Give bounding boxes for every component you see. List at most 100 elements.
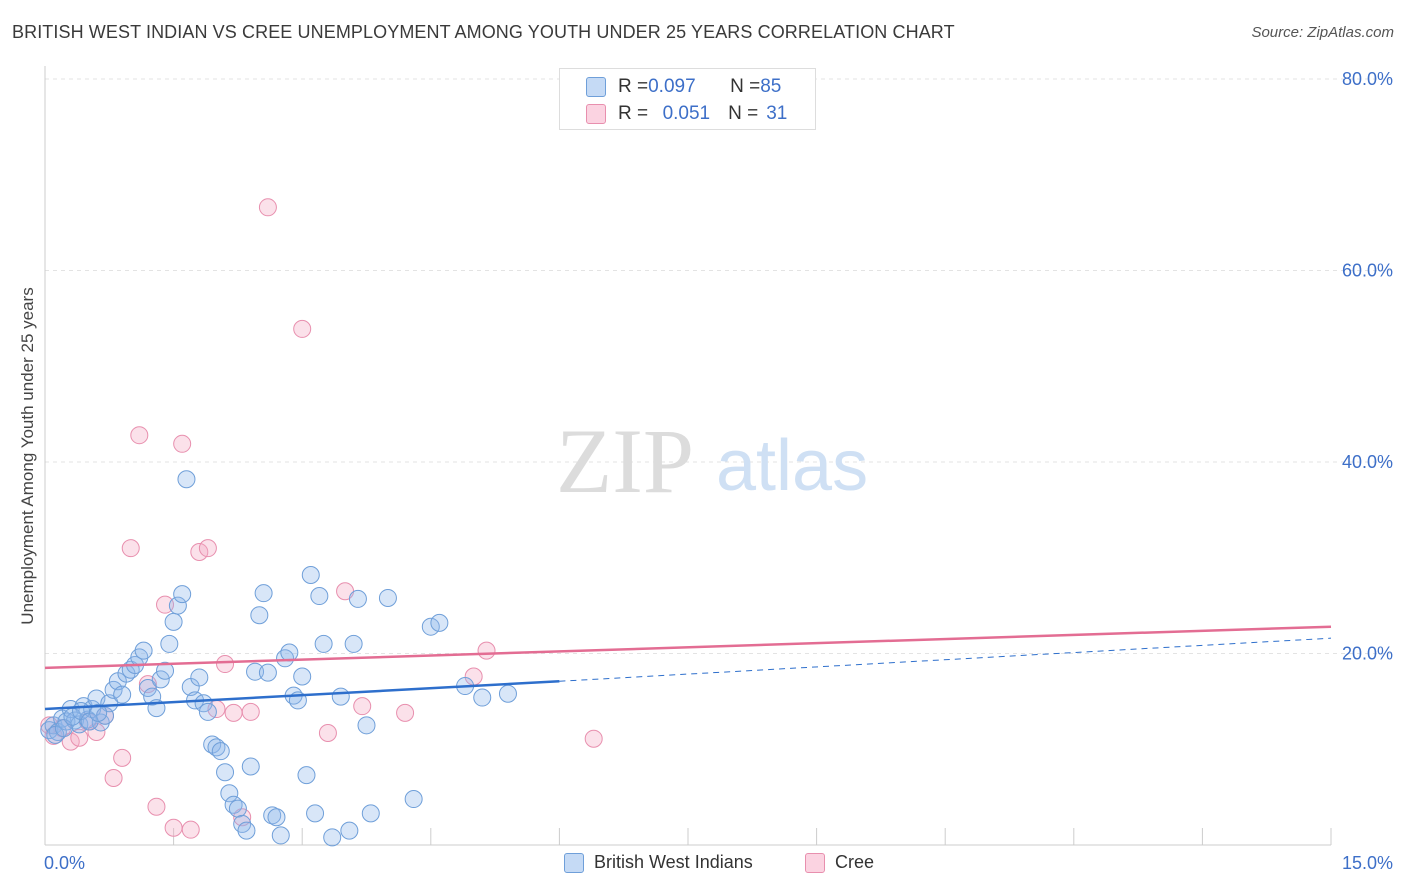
- watermark: ZIP atlas: [556, 410, 868, 512]
- british-west-indians-point: [340, 821, 359, 840]
- grid-lines: [45, 78, 1392, 654]
- british-west-indians-point: [323, 828, 342, 847]
- british-west-indians-point: [280, 643, 299, 662]
- legend-item-cree[interactable]: Cree: [805, 852, 874, 873]
- british-west-indians-point: [216, 763, 235, 782]
- british-west-indians-point: [293, 667, 312, 686]
- y-tick-label: 60.0%: [1342, 261, 1393, 281]
- legend-item-british-west-indians[interactable]: British West Indians: [564, 852, 753, 873]
- x-tick-label: 0.0%: [44, 853, 85, 873]
- british-west-indians-point: [421, 617, 440, 636]
- cree-point: [233, 808, 252, 827]
- british-west-indians-point: [70, 715, 89, 734]
- cree-point: [241, 702, 260, 721]
- legend-row-pink: R = 0.051 N = 31: [586, 102, 787, 126]
- x-tick-label: 15.0%: [1342, 853, 1393, 873]
- british-west-indians-point: [143, 687, 162, 706]
- blue-trend-extension: [559, 637, 1332, 682]
- british-west-indians-point: [361, 804, 380, 823]
- cree-point: [104, 768, 123, 787]
- cree-point: [477, 641, 496, 660]
- n-label: N =: [730, 76, 761, 97]
- cree-point: [198, 539, 217, 558]
- legend-swatch-blue: [564, 852, 584, 873]
- cree-point: [396, 703, 415, 722]
- british-west-indians-point: [357, 716, 376, 735]
- r-value: 0.051: [662, 103, 711, 124]
- n-label: N =: [728, 103, 759, 124]
- pink-trend-line: [44, 625, 1332, 670]
- r-value: 0.097: [648, 76, 696, 97]
- legend-swatch-pink: [586, 104, 606, 124]
- n-value: 85: [760, 76, 782, 97]
- cree-point: [70, 728, 89, 747]
- cree-point: [181, 820, 200, 839]
- cree-point: [190, 543, 209, 562]
- cree-point: [147, 797, 166, 816]
- british-west-indians-point: [168, 596, 187, 615]
- axes: [44, 66, 1332, 846]
- chart-title: BRITISH WEST INDIAN VS CREE UNEMPLOYMENT…: [12, 22, 955, 42]
- british-west-indians-point: [404, 790, 423, 809]
- british-west-indians-point: [177, 470, 196, 489]
- british-west-indians-point: [314, 634, 333, 653]
- cree-points: [40, 198, 603, 839]
- british-west-indians-point: [160, 634, 179, 653]
- british-west-indians-point: [151, 670, 170, 689]
- legend-row-blue: R = 0.097 N = 85: [586, 75, 781, 99]
- british-west-indians-point: [220, 784, 239, 803]
- british-west-indians-point: [271, 826, 290, 845]
- british-west-indians-point: [173, 585, 192, 604]
- blue-trend-line: [44, 680, 560, 711]
- british-west-indians-point: [190, 668, 209, 687]
- british-west-indians-point: [246, 662, 265, 681]
- y-tick-label: 80.0%: [1342, 69, 1393, 89]
- cree-point: [584, 729, 603, 748]
- british-west-indians-point: [378, 588, 397, 607]
- n-value: 31: [766, 103, 788, 124]
- british-west-indians-point: [306, 804, 325, 823]
- british-west-indians-point: [297, 766, 316, 785]
- r-label: R =: [618, 76, 649, 97]
- british-west-indians-point: [164, 612, 183, 631]
- british-west-indians-point: [473, 688, 492, 707]
- british-west-indians-point: [254, 584, 273, 603]
- y-tick-label: 40.0%: [1342, 452, 1393, 472]
- cree-point: [130, 426, 149, 445]
- british-west-indians-point: [104, 680, 123, 699]
- y-tick-label: 20.0%: [1342, 644, 1393, 664]
- legend-label: British West Indians: [594, 852, 753, 872]
- british-west-indians-point: [267, 808, 286, 827]
- british-west-indians-point: [498, 684, 517, 703]
- british-west-indians-point: [348, 589, 367, 608]
- british-west-indians-point: [301, 565, 320, 584]
- british-west-indians-point: [156, 661, 175, 680]
- british-west-indians-point: [113, 685, 132, 704]
- cree-point: [113, 748, 132, 767]
- british-west-indians-point: [228, 799, 247, 818]
- series-legend: British West Indians Cree: [0, 852, 1406, 878]
- british-west-indians-point: [430, 613, 449, 632]
- british-west-indians-point: [344, 634, 363, 653]
- british-west-indians-point: [138, 678, 157, 697]
- cree-point: [121, 539, 140, 558]
- cree-point: [156, 595, 175, 614]
- british-west-indians-point: [310, 587, 329, 606]
- british-west-indians-point: [258, 663, 277, 682]
- british-west-indians-point: [198, 702, 217, 721]
- cree-point: [258, 198, 277, 217]
- trend-lines: [44, 625, 1332, 711]
- british-west-indians-point: [237, 821, 256, 840]
- british-west-indians-point: [89, 703, 108, 722]
- cree-point: [224, 703, 243, 722]
- cree-point: [164, 818, 183, 837]
- r-label: R =: [618, 103, 649, 124]
- cree-point: [173, 434, 192, 453]
- cree-point: [318, 723, 337, 742]
- british-west-indians-point: [250, 606, 269, 625]
- cree-point: [87, 723, 106, 742]
- cree-point: [293, 319, 312, 338]
- legend-swatch-pink: [805, 852, 825, 873]
- watermark-atlas: atlas: [716, 426, 868, 506]
